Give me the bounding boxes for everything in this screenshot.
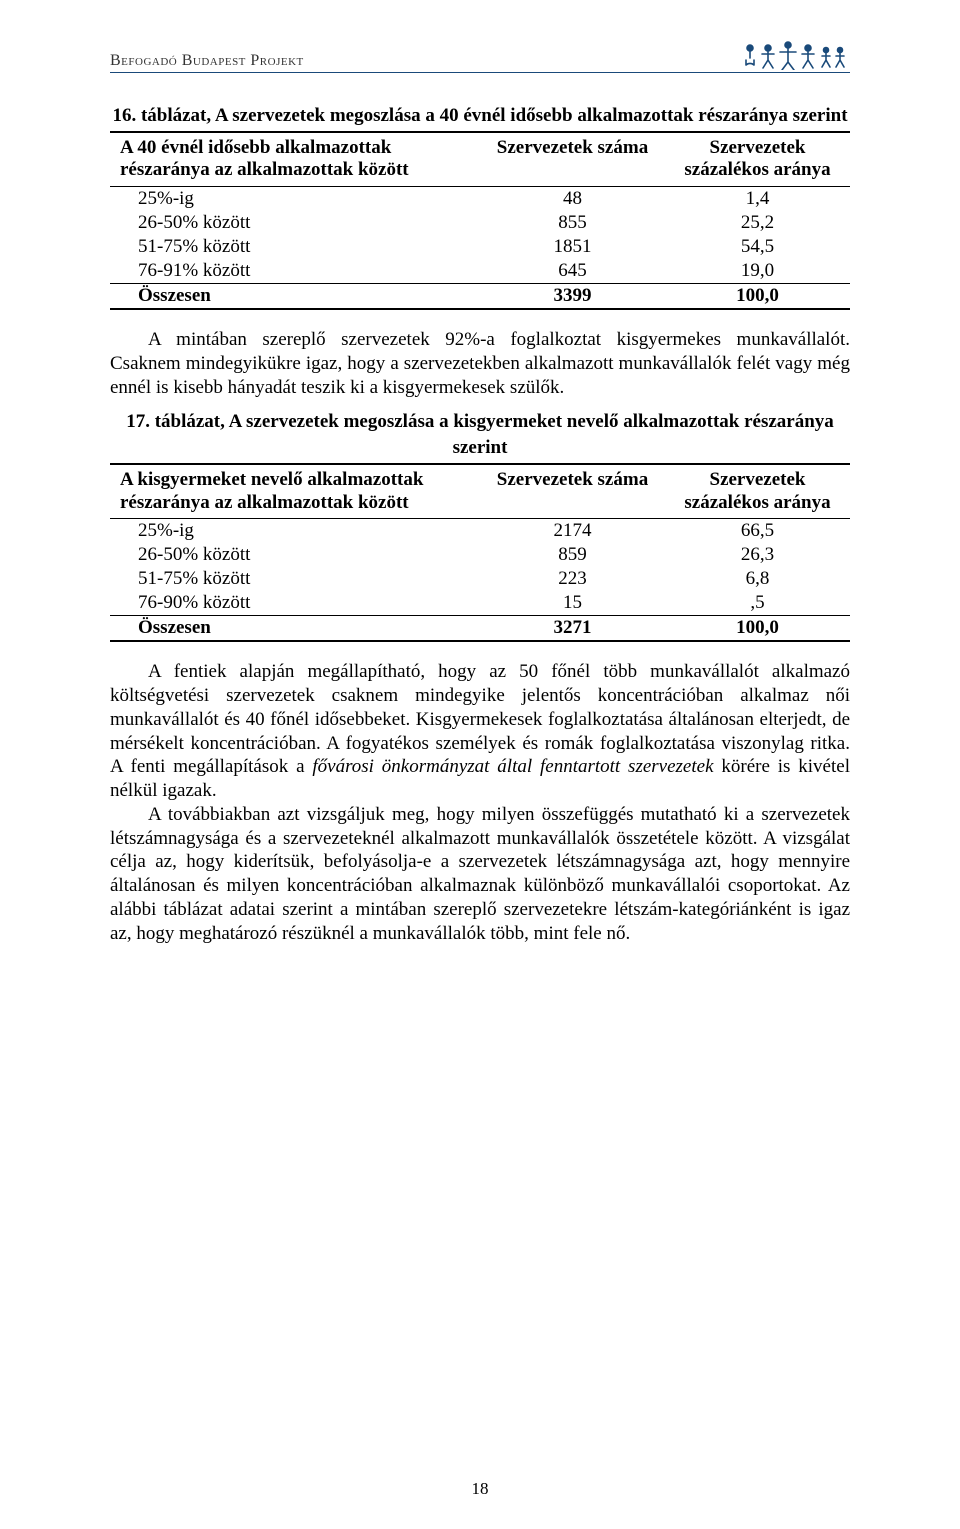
table-row: 26-50% között 855 25,2	[110, 211, 850, 235]
table16-col2-header: Szervezetek száma	[480, 132, 665, 187]
table16-col1-header: A 40 évnél idősebb alkalmazottak részará…	[110, 132, 480, 187]
table16-title: 16. táblázat, A szervezetek megoszlása a…	[110, 103, 850, 129]
page-header: Befogadó Budapest Projekt	[110, 40, 850, 73]
table17-col3-header: Szervezetek százalékos aránya	[665, 464, 850, 519]
table-row: 76-91% között 645 19,0	[110, 259, 850, 284]
table17-total-row: Összesen 3271 100,0	[110, 616, 850, 642]
header-logo	[740, 40, 850, 70]
table-row: 26-50% között 859 26,3	[110, 543, 850, 567]
table17: A kisgyermeket nevelő alkalmazottak rész…	[110, 463, 850, 643]
table-row: 51-75% között 1851 54,5	[110, 235, 850, 259]
table-row: 25%-ig 48 1,4	[110, 187, 850, 212]
document-page: Befogadó Budapest Projekt	[0, 0, 960, 1529]
table-row: 76-90% között 15 ,5	[110, 591, 850, 616]
paragraph-3: A továbbiakban azt vizsgáljuk meg, hogy …	[110, 803, 850, 946]
table17-title: 17. táblázat, A szervezetek megoszlása a…	[110, 409, 850, 460]
header-title: Befogadó Budapest Projekt	[110, 52, 304, 70]
table16: A 40 évnél idősebb alkalmazottak részará…	[110, 131, 850, 311]
table17-col2-header: Szervezetek száma	[480, 464, 665, 519]
paragraph-1: A mintában szereplő szervezetek 92%-a fo…	[110, 328, 850, 399]
table-row: 25%-ig 2174 66,5	[110, 519, 850, 544]
table-row: 51-75% között 223 6,8	[110, 567, 850, 591]
table16-col3-header: Szervezetek százalékos aránya	[665, 132, 850, 187]
paragraph-2: A fentiek alapján megállapítható, hogy a…	[110, 660, 850, 803]
table16-total-row: Összesen 3399 100,0	[110, 284, 850, 310]
page-number: 18	[0, 1479, 960, 1499]
table17-col1-header: A kisgyermeket nevelő alkalmazottak rész…	[110, 464, 480, 519]
